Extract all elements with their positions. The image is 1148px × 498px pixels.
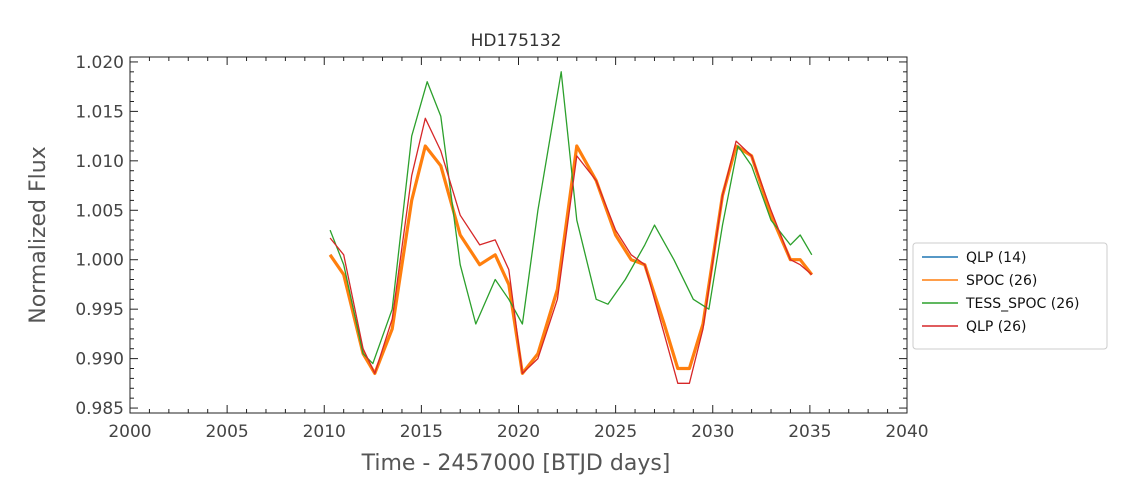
x-tick-label: 2025 — [594, 422, 637, 442]
legend-label-2: TESS_SPOC (26) — [965, 296, 1079, 312]
y-tick-label: 1.005 — [75, 201, 124, 221]
y-tick-label: 1.000 — [75, 251, 124, 271]
x-tick-label: 2010 — [303, 422, 346, 442]
y-tick-label: 1.010 — [75, 152, 124, 172]
y-axis: 0.985 0.990 0.995 1.000 1.005 1.010 1.015 1.020 — [75, 53, 907, 419]
series-line-3 — [329, 117, 813, 384]
legend-label-0: QLP (14) — [966, 250, 1026, 266]
legend-box — [912, 242, 1108, 350]
plot-frame — [129, 56, 908, 414]
plot-area — [328, 71, 814, 384]
y-tick-label: 0.985 — [75, 399, 124, 419]
x-tick-label: 2000 — [108, 422, 151, 442]
x-axis: 2000 2005 2010 2015 2020 2025 2030 2035 2040 — [108, 57, 929, 442]
x-tick-label: 2020 — [497, 422, 540, 442]
y-tick-label: 1.015 — [75, 102, 124, 122]
legend: QLP (14) SPOC (26) TESS_SPOC (26) QLP (26) — [912, 242, 1108, 350]
x-tick-label: 2015 — [400, 422, 443, 442]
series-line-2 — [329, 71, 813, 365]
x-tick-label: 2035 — [788, 422, 831, 442]
legend-label-3: QLP (26) — [966, 319, 1026, 335]
x-tick-label: 2030 — [691, 422, 734, 442]
y-tick-label: 1.020 — [75, 53, 124, 73]
x-axis-label: Time - 2457000 [BTJD days] — [361, 451, 671, 476]
x-tick-label: 2040 — [885, 422, 928, 442]
series-line-1 — [328, 144, 814, 375]
x-tick-label: 2005 — [205, 422, 248, 442]
y-tick-label: 0.995 — [75, 300, 124, 320]
legend-label-1: SPOC (26) — [966, 273, 1037, 289]
chart-title: HD175132 — [471, 31, 562, 51]
y-tick-label: 0.990 — [75, 350, 124, 370]
y-axis-label: Normalized Flux — [26, 146, 51, 323]
